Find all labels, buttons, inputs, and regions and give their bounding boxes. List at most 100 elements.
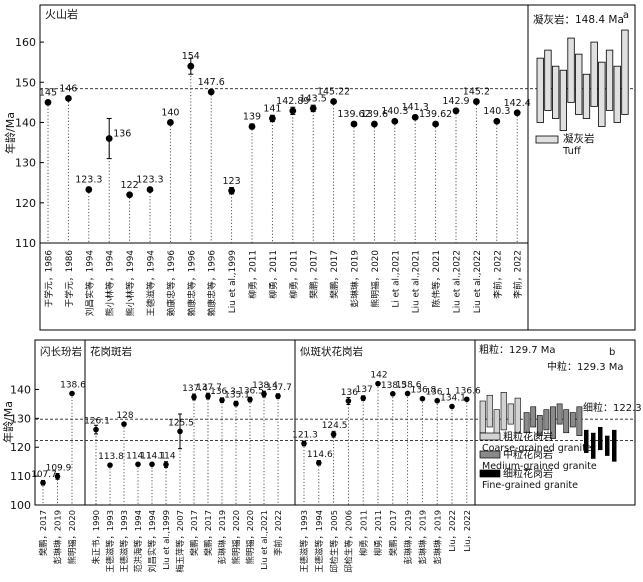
data-point-b-12 xyxy=(219,397,225,403)
inset-b-medium-bar-8 xyxy=(576,406,583,436)
data-point-a-8 xyxy=(207,88,215,96)
data-point-b-10 xyxy=(191,394,197,400)
data-label-a-7: 154 xyxy=(182,51,200,62)
inset-b-medium-bar-3 xyxy=(543,409,550,431)
data-label-b-8: 114 xyxy=(158,452,175,462)
x-tick-label-a-9: Liu et al.,1999 xyxy=(228,250,238,313)
data-label-a-6: 140 xyxy=(161,107,179,118)
inset-b-coarse-bar-1 xyxy=(486,394,493,428)
inset-b-legend-cn-2: 细粒花岗岩 xyxy=(503,467,553,480)
data-point-a-3 xyxy=(105,135,113,142)
x-tick-label-b-17: 王德滋等，1993 xyxy=(299,510,309,573)
panel-b-frame xyxy=(34,339,636,506)
inset-b-medium-bar-5 xyxy=(556,403,563,425)
data-label-a-11: 141 xyxy=(263,103,281,114)
data-point-b-9 xyxy=(177,428,183,435)
x-tick-label-a-5: 王德滋等，1994 xyxy=(145,250,157,317)
x-tick-label-a-6: 赖康忠等，1996 xyxy=(165,250,177,317)
data-label-a-12: 142.89 xyxy=(276,96,309,107)
data-point-b-8 xyxy=(163,461,169,468)
x-tick-label-b-7: 刘昌实等，1994 xyxy=(147,510,157,573)
legend-tuff-swatch xyxy=(535,135,559,144)
x-tick-label-b-20: 邱检生等，2006 xyxy=(344,510,354,573)
panel-a-letter: a xyxy=(623,10,629,21)
x-tick-label-b-23: 樊鹏，2017 xyxy=(388,510,398,556)
x-tick-label-a-8: 赖康忠等，1996 xyxy=(206,250,218,317)
data-label-b-17: 121.3 xyxy=(292,430,318,440)
data-point-b-19 xyxy=(330,431,337,438)
data-point-b-23 xyxy=(390,390,396,397)
data-point-a-19 xyxy=(432,120,439,128)
data-label-b-19: 124.5 xyxy=(322,421,348,431)
data-label-a-2: 123.3 xyxy=(75,175,102,186)
x-tick-label-a-7: 赖康忠等，1996 xyxy=(185,250,197,317)
data-label-a-0: 145 xyxy=(39,87,57,98)
data-point-b-24 xyxy=(404,390,411,397)
inset-b-legend-cn-0: 粗粒花岗岩 xyxy=(503,430,553,443)
panel-b-y-axis-label: 年龄/Ma xyxy=(1,401,15,443)
x-tick-label-a-16: 熊明福，2020 xyxy=(369,250,381,308)
x-tick-label-a-13: 樊鹏，2017 xyxy=(308,250,320,299)
data-point-b-22 xyxy=(375,380,381,387)
data-label-a-14: 145.22 xyxy=(317,86,350,97)
inset-b-fine-bar-4 xyxy=(612,429,617,462)
inset-a-bar-11 xyxy=(621,29,629,115)
data-label-b-12: 136.3 xyxy=(210,387,236,397)
x-tick-label-a-20: Liu et al.,2022 xyxy=(453,250,463,313)
x-tick-label-a-12: 柳勇，2011 xyxy=(287,250,299,299)
data-label-a-4: 122 xyxy=(121,180,139,191)
inset-b-coarse-bar-5 xyxy=(514,397,521,434)
data-point-a-20 xyxy=(452,107,460,115)
data-label-b-22: 142 xyxy=(370,371,387,381)
inset-a-bar-1 xyxy=(544,49,552,111)
inset-b-legend-swatch-2 xyxy=(479,469,501,478)
data-point-a-13 xyxy=(309,104,317,112)
data-point-b-13 xyxy=(233,400,239,407)
y-tick-label-b-4: 140 xyxy=(10,383,31,396)
x-tick-label-a-0: 于学元，1986 xyxy=(43,250,55,308)
inset-b-medium-bar-1 xyxy=(530,406,537,428)
inset-b-coarse-bar-0 xyxy=(479,400,486,434)
panel-a-group-label: 火山岩 xyxy=(45,7,78,21)
inset-b-coarse-bar-2 xyxy=(493,409,500,436)
data-label-b-11: 137.7 xyxy=(196,383,222,393)
x-tick-label-b-5: 王德滋等，1993 xyxy=(119,510,129,573)
data-label-b-6: 114.1 xyxy=(126,451,152,461)
data-point-a-21 xyxy=(473,98,480,105)
data-point-b-1 xyxy=(54,473,61,480)
data-point-b-3 xyxy=(93,426,99,433)
data-label-a-20: 142.9 xyxy=(442,96,469,107)
x-tick-label-b-25: 彭琳琳，2019 xyxy=(418,510,428,564)
x-tick-label-b-15: Liu et al.,2021 xyxy=(259,510,269,570)
data-point-a-0 xyxy=(44,98,52,106)
data-point-b-6 xyxy=(135,461,141,468)
x-tick-label-b-16: 李前，2022 xyxy=(273,510,283,556)
x-tick-label-a-22: 李前，2022 xyxy=(491,250,503,299)
panel-a-y-axis-label: 年龄/Ma xyxy=(3,112,17,154)
y-tick-label-a-1: 120 xyxy=(15,197,36,210)
x-tick-label-b-4: 王德滋等，1993 xyxy=(105,510,115,573)
data-point-a-16 xyxy=(371,120,378,128)
x-tick-label-b-26: 彭琳琳，2019 xyxy=(432,510,442,564)
inset-b-legend-swatch-0 xyxy=(479,432,501,441)
panel-b-letter: b xyxy=(609,347,615,358)
x-tick-label-b-14: 熊明福，2020 xyxy=(245,510,255,564)
data-point-b-17 xyxy=(301,440,307,447)
inset-b-medium-bar-6 xyxy=(563,409,570,434)
data-point-b-25 xyxy=(419,395,426,402)
x-tick-label-b-1: 彭琳琳，2019 xyxy=(53,510,63,564)
data-point-b-7 xyxy=(149,461,155,468)
data-point-a-17 xyxy=(391,117,399,125)
inset-a-bar-3 xyxy=(559,69,567,131)
x-tick-label-a-17: Li et al.,2021 xyxy=(391,250,401,308)
data-label-a-3: 136 xyxy=(113,129,131,140)
panel-b: 100 110 120 130 140 年龄/Ma 闪长玢岩 107.7 樊鹏，2017 109.… xyxy=(1,339,643,573)
y-tick-label-a-4: 150 xyxy=(15,76,36,89)
x-tick-label-b-22: 柳勇，2011 xyxy=(373,510,383,556)
inset-a-bar-4 xyxy=(567,37,575,103)
x-tick-label-b-0: 樊鹏，2017 xyxy=(38,510,48,556)
data-label-b-18: 114.6 xyxy=(307,450,333,460)
data-point-a-12 xyxy=(289,107,297,115)
inset-a-bar-8 xyxy=(598,61,606,127)
inset-b-medium-bar-0 xyxy=(523,412,530,434)
